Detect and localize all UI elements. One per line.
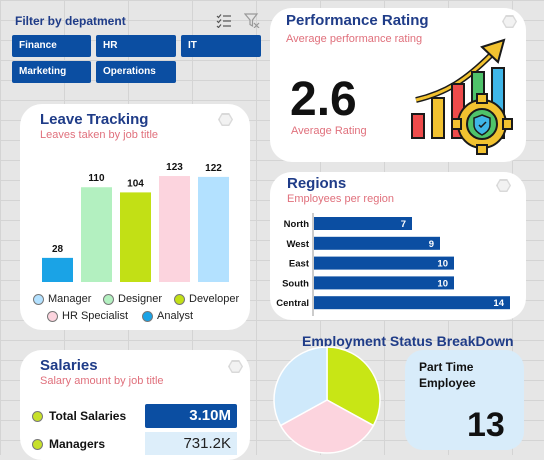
regions-subtitle: Employees per region [287,193,395,205]
legend-label: Designer [118,293,163,305]
salaries-title: Salaries [40,357,98,374]
filter-marketing-button[interactable]: Marketing [12,61,91,83]
bullet-icon [32,438,43,450]
salaries-subtitle: Salary amount by job title [40,375,164,387]
performance-value-label: Average Rating [291,125,367,137]
region-label: West [286,239,309,250]
legend-developer[interactable]: Developer [174,293,239,305]
region-bar-east[interactable] [314,256,454,270]
legend-swatch [33,293,44,305]
legend-designer[interactable]: Designer [103,293,162,305]
region-label: Central [276,298,309,309]
region-label: East [289,259,310,270]
leave-bar-chart: 28 110 104 123 122 [42,162,229,282]
legend-label: Manager [48,293,92,305]
legend-label: HR Specialist [62,310,129,322]
salary-label: Total Salaries [49,409,127,423]
performance-subtitle: Average performance rating [286,33,423,45]
region-bar-north[interactable] [314,217,412,230]
part-time-value: 13 [467,406,505,444]
leave-bar-value: 104 [127,178,144,189]
employment-title: Employment Status BreakDown [302,333,514,349]
region-bar-value: 10 [437,259,448,270]
region-bar-value: 10 [437,278,448,289]
salary-label: Managers [49,437,106,451]
filter-hr-button[interactable]: HR [96,35,176,57]
legend-label: Analyst [157,310,194,322]
filter-operations-button[interactable]: Operations [96,61,176,83]
leave-subtitle: Leaves taken by job title [40,129,159,141]
salary-row-managers: Managers [32,437,105,451]
leave-bar-manager[interactable] [198,176,229,282]
regions-card: Regions Employees per region North 7 West 9… [270,172,526,320]
regions-title: Regions [287,175,347,192]
filter-finance-button[interactable]: Finance [12,35,91,57]
part-time-card: Part Time Employee 13 [405,350,524,450]
hexagon-icon [496,179,511,192]
filter-slicer: Filter by depatment Finance HR IT Market… [8,8,266,88]
legend-swatch [174,293,185,305]
leave-bar-hr-specialist[interactable] [159,176,190,282]
bullet-icon [32,410,43,422]
hexagon-icon [228,360,243,373]
employment-pie-chart [273,346,381,454]
salary-value-managers: 731.2K [145,432,237,455]
region-label: North [284,219,310,230]
leave-bar-designer[interactable] [81,187,112,282]
legend-swatch [142,310,153,322]
growth-chart-icon [406,38,516,156]
legend-analyst[interactable]: Analyst [142,310,193,322]
performance-value: 2.6 [290,73,357,126]
region-bar-value: 9 [429,239,434,250]
leave-card: Leave Tracking Leaves taken by job title… [20,104,250,330]
filter-it-button[interactable]: IT [181,35,261,57]
multi-select-icon[interactable] [216,13,232,29]
performance-card: Performance Rating Average performance r… [270,8,526,162]
hexagon-icon [502,15,517,28]
legend-swatch [103,293,114,305]
leave-title: Leave Tracking [40,111,149,128]
region-bar-value: 14 [493,298,504,309]
leave-bar-developer[interactable] [120,192,151,282]
legend-swatch [47,310,58,322]
region-bar-south[interactable] [314,276,454,290]
salary-row-total: Total Salaries [32,409,126,423]
part-time-label: Part Time Employee [419,360,476,390]
legend-manager[interactable]: Manager [33,293,91,305]
legend-label: Developer [189,293,240,305]
leave-bar-value: 28 [52,244,64,255]
region-bar-central[interactable] [314,296,510,310]
pie-slice-2[interactable] [273,346,328,427]
regions-bar-chart: North 7 West 9 East 10 South 10 Central 14 [276,213,510,316]
region-bar-west[interactable] [314,236,440,250]
salary-value-total: 3.10M [145,404,237,428]
region-label: South [282,278,309,289]
legend-hr-specialist[interactable]: HR Specialist [47,310,128,322]
region-bar-value: 7 [401,219,406,230]
filter-title: Filter by depatment [15,14,126,28]
clear-filter-icon[interactable] [243,13,260,29]
performance-title: Performance Rating [286,12,429,29]
leave-bar-value: 122 [205,163,222,174]
leave-bar-analyst[interactable] [42,257,73,282]
leave-bar-value: 123 [166,162,183,173]
hexagon-icon [218,113,233,126]
leave-bar-value: 110 [88,173,105,184]
pie-slice-0[interactable] [326,346,381,427]
